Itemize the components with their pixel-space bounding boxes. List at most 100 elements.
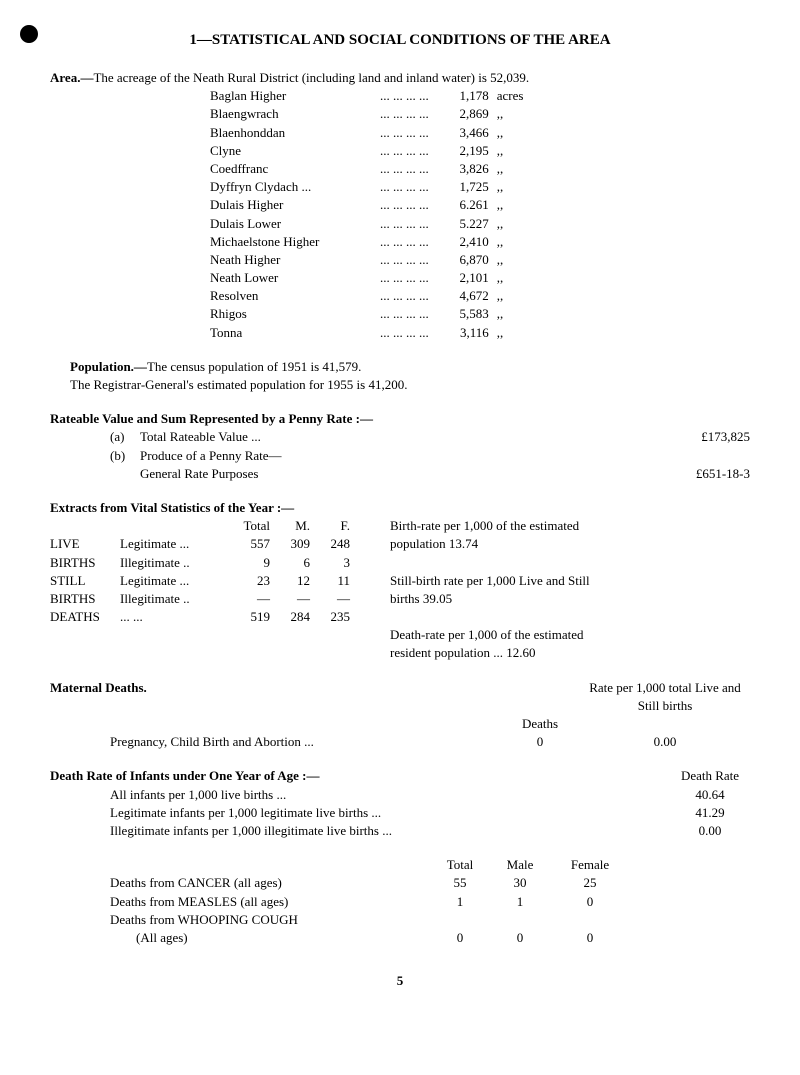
rateable-key [110, 465, 140, 483]
ext-category: DEATHS [50, 608, 120, 626]
area-name: Resolven [210, 287, 380, 305]
ext-total: 23 [230, 572, 270, 590]
area-value: 1,725 [429, 178, 497, 196]
ext-total: 519 [230, 608, 270, 626]
rateable-text: Produce of a Penny Rate— [140, 447, 640, 465]
area-dots: ... ... ... ... [380, 160, 429, 178]
ext-header-total: Total [230, 517, 270, 535]
area-name: Clyne [210, 142, 380, 160]
cause-text: Deaths from WHOOPING COUGH [50, 911, 430, 929]
extracts-section: Extracts from Vital Statistics of the Ye… [50, 499, 750, 663]
cause-text: (All ages) [50, 929, 430, 947]
area-value: 1,178 [429, 87, 497, 105]
area-dots: ... ... ... ... [380, 196, 429, 214]
maternal-rate-value: 0.00 [580, 733, 750, 751]
area-dots: ... ... ... ... [380, 87, 429, 105]
area-unit: ,, [497, 196, 547, 214]
ext-subcategory: Legitimate ... [120, 535, 230, 553]
ext-female: 235 [310, 608, 350, 626]
ext-female: 248 [310, 535, 350, 553]
area-unit: ,, [497, 251, 547, 269]
cause-total: 0 [430, 929, 490, 947]
area-unit: ,, [497, 178, 547, 196]
area-name: Michaelstone Higher [210, 233, 380, 251]
cause-female: 0 [550, 929, 630, 947]
ext-male: 6 [270, 554, 310, 572]
ext-male: — [270, 590, 310, 608]
area-value: 3,466 [429, 124, 497, 142]
cause-male: 0 [490, 929, 550, 947]
cause-total [430, 911, 490, 929]
area-unit: ,, [497, 105, 547, 123]
ext-right-text: Still-birth rate per 1,000 Live and Stil… [390, 572, 620, 608]
rateable-key: (a) [110, 428, 140, 446]
area-dots: ... ... ... ... [380, 269, 429, 287]
population-label: Population.— [70, 359, 147, 374]
deathrate-rate-header: Death Rate [670, 767, 750, 785]
cause-female: 0 [550, 893, 630, 911]
area-dots: ... ... ... ... [380, 287, 429, 305]
ext-right-text [390, 608, 620, 626]
ext-female: — [310, 590, 350, 608]
population-line1: The census population of 1951 is 41,579. [147, 359, 361, 374]
ext-male: 309 [270, 535, 310, 553]
deathrate-value: 40.64 [670, 786, 750, 804]
ext-category: BIRTHS [50, 554, 120, 572]
area-dots: ... ... ... ... [380, 105, 429, 123]
deathrate-section: Death Rate of Infants under One Year of … [50, 767, 750, 840]
ext-subcategory: Legitimate ... [120, 572, 230, 590]
ext-subcategory: ... ... [120, 608, 230, 626]
cause-text: Deaths from MEASLES (all ages) [50, 893, 430, 911]
rateable-value: £651-18-3 [640, 465, 750, 483]
ext-right-text: Birth-rate per 1,000 of the estimated po… [390, 517, 620, 553]
area-name: Neath Higher [210, 251, 380, 269]
ext-total: 557 [230, 535, 270, 553]
area-value: 5.227 [429, 215, 497, 233]
area-dots: ... ... ... ... [380, 124, 429, 142]
deathrate-text: Legitimate infants per 1,000 legitimate … [50, 804, 670, 822]
area-name: Tonna [210, 324, 380, 342]
ext-right-text [390, 554, 620, 572]
population-section: Population.—The census population of 195… [70, 358, 750, 394]
rateable-text: General Rate Purposes [140, 465, 640, 483]
ext-header-f: F. [310, 517, 350, 535]
area-name: Dyffryn Clydach ... [210, 178, 380, 196]
maternal-rate-header: Rate per 1,000 total Live and Still birt… [580, 679, 750, 715]
cause-total: 1 [430, 893, 490, 911]
extracts-heading: Extracts from Vital Statistics of the Ye… [50, 499, 750, 517]
causes-total-header: Total [430, 856, 490, 874]
area-name: Dulais Higher [210, 196, 380, 214]
rateable-value: £173,825 [640, 428, 750, 446]
cause-total: 55 [430, 874, 490, 892]
ext-header-m: M. [270, 517, 310, 535]
rateable-section: Rateable Value and Sum Represented by a … [50, 410, 750, 483]
area-name: Rhigos [210, 305, 380, 323]
cause-male: 1 [490, 893, 550, 911]
maternal-heading: Maternal Deaths. [50, 679, 500, 715]
ext-category: LIVE [50, 535, 120, 553]
area-value: 5,583 [429, 305, 497, 323]
causes-male-header: Male [490, 856, 550, 874]
ext-male: 284 [270, 608, 310, 626]
page-title: 1—STATISTICAL AND SOCIAL CONDITIONS OF T… [50, 30, 750, 51]
area-unit: ,, [497, 287, 547, 305]
area-unit: ,, [497, 324, 547, 342]
area-value: 2,410 [429, 233, 497, 251]
ext-right-text: Death-rate per 1,000 of the estimated re… [390, 626, 620, 662]
ext-male: 12 [270, 572, 310, 590]
page-marker-dot [20, 25, 38, 43]
cause-female: 25 [550, 874, 630, 892]
area-name: Coedffranc [210, 160, 380, 178]
area-dots: ... ... ... ... [380, 142, 429, 160]
deathrate-value: 0.00 [670, 822, 750, 840]
area-value: 2,101 [429, 269, 497, 287]
maternal-deaths-header: Deaths [500, 715, 580, 733]
ext-female: 3 [310, 554, 350, 572]
cause-male [490, 911, 550, 929]
maternal-deaths-value: 0 [500, 733, 580, 751]
area-name: Baglan Higher [210, 87, 380, 105]
causes-female-header: Female [550, 856, 630, 874]
area-unit: ,, [497, 215, 547, 233]
area-value: 6,870 [429, 251, 497, 269]
area-value: 2,195 [429, 142, 497, 160]
